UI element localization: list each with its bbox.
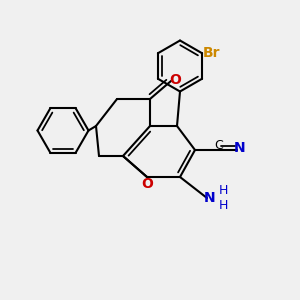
Text: H: H	[219, 184, 228, 197]
Text: C: C	[214, 139, 224, 152]
Text: H: H	[219, 199, 228, 212]
Text: O: O	[141, 178, 153, 191]
Text: N: N	[234, 142, 246, 155]
Text: N: N	[204, 191, 216, 205]
Text: Br: Br	[202, 46, 220, 60]
Text: O: O	[169, 73, 181, 86]
